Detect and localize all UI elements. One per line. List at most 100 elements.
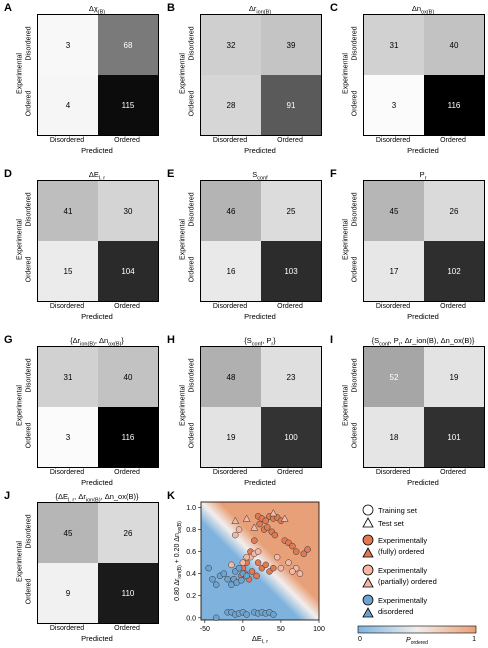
y-tick-label: Ordered	[351, 422, 359, 449]
data-point	[238, 577, 245, 584]
matrix-cell: 100	[261, 407, 321, 467]
matrix-cell: 25	[261, 181, 321, 241]
confusion-panel-a: A Δχ(B) 3 68 4 115 Disordered Ordered Experiment…	[0, 0, 162, 160]
panel-title: Pr	[363, 170, 483, 182]
matrix-cell: 19	[201, 407, 261, 467]
data-point	[232, 531, 239, 539]
title-part-title: ΔE	[88, 170, 99, 179]
x-axis-label: Predicted	[407, 312, 439, 321]
legend-circle-marker	[362, 564, 374, 576]
x-tick-label: Disordered	[49, 625, 85, 632]
panel-label: K	[167, 490, 175, 502]
confusion-matrix: 48 23 19 100	[200, 346, 322, 468]
title-part-title: {S	[371, 336, 380, 345]
data-point	[212, 581, 220, 588]
scatter-plot: -50 0 50 100 0.0 0.2 0.4 0.6 0.8 1.0 ΔEl, r 0.80 Δr…	[174, 501, 477, 645]
confusion-panel-b: B Δrion(B) 32 39 28 91 Disordered Ordered Experi…	[163, 0, 325, 160]
x-tick-label: -50	[200, 626, 210, 633]
y-axis-label: 0.80 Δrion(B) + 0.20 Δnox(B)	[174, 521, 183, 601]
title-part-title_sub: (B)	[97, 9, 106, 16]
title-part-title: {Δr	[70, 336, 81, 345]
y-tick-label: Ordered	[188, 256, 196, 283]
title-part-title: Δr	[248, 4, 257, 13]
data-point	[262, 561, 269, 569]
x-tick-label: 100	[313, 626, 325, 633]
y-tick-label: Ordered	[188, 90, 196, 117]
legend-label: disordered	[378, 607, 413, 616]
y-axis-label: Experimental	[179, 53, 187, 94]
x-axis-label: Predicted	[81, 146, 113, 155]
legend-circle-marker	[362, 534, 374, 546]
data-point	[300, 550, 308, 558]
matrix-cell: 28	[201, 75, 261, 135]
x-axis-label: Predicted	[407, 146, 439, 155]
data-point	[253, 572, 260, 580]
y-axis-label: Experimental	[342, 385, 350, 426]
y-tick-label: Ordered	[25, 90, 33, 117]
x-axis-label: Predicted	[81, 478, 113, 487]
y-axis-label: Experimental	[16, 541, 24, 582]
matrix-cell: 68	[98, 15, 158, 75]
panel-title: ΔEl, r	[37, 170, 157, 182]
x-tick-label: Ordered	[440, 469, 466, 476]
x-tick-label: Disordered	[212, 303, 248, 310]
y-axis-label: Experimental	[342, 53, 350, 94]
x-tick-label: Disordered	[375, 469, 411, 476]
title-part-title_sub: r	[424, 175, 427, 182]
panel-title: Δχ(B)	[37, 4, 157, 16]
y-tick-label: Disordered	[188, 26, 196, 61]
matrix-cell: 31	[364, 15, 424, 75]
confusion-panel-g: G {Δrion(B), Δnox(B)} 31 40 3 116 Disordered Or…	[0, 332, 162, 492]
title-part-title_sub2: ox(B)	[108, 341, 122, 348]
data-point	[248, 568, 256, 575]
x-tick-label: Ordered	[277, 137, 303, 144]
legend-circle-marker	[362, 504, 374, 516]
x-tick-label: 0	[241, 626, 245, 633]
x-tick-label: Disordered	[375, 303, 411, 310]
data-point	[270, 564, 277, 572]
panel-title: {Sconf, Pr, Δr_ion(B), Δn_ox(B)}	[363, 336, 483, 348]
matrix-cell: 45	[364, 181, 424, 241]
legend-label: Experimentally	[378, 536, 427, 545]
x-axis-label: Predicted	[407, 478, 439, 487]
title-part-title: Δn	[411, 4, 422, 13]
matrix-cell: 4	[38, 75, 98, 135]
test-point	[250, 523, 259, 531]
x-tick-label: Ordered	[114, 469, 140, 476]
colorbar	[357, 625, 477, 634]
x-axis-label: Predicted	[244, 312, 276, 321]
x-tick-label: Disordered	[212, 469, 248, 476]
data-point	[239, 559, 247, 566]
confusion-panel-i: I {Sconf, Pr, Δr_ion(B), Δn_ox(B)} 52 19 18 1…	[326, 332, 488, 492]
y-tick-label: Ordered	[25, 256, 33, 283]
legend-label: (partially) ordered	[378, 577, 437, 586]
panel-label: D	[4, 168, 12, 180]
matrix-cell: 16	[201, 241, 261, 301]
title-part-title_sub: ion(B)	[80, 341, 95, 348]
matrix-cell: 26	[98, 503, 158, 563]
title-part-title: {S	[244, 336, 252, 345]
panel-title: Sconf	[200, 170, 320, 182]
matrix-cell: 19	[424, 347, 484, 407]
confusion-matrix: 32 39 28 91	[200, 14, 322, 136]
y-tick-label: Ordered	[25, 578, 33, 605]
matrix-cell: 41	[38, 181, 98, 241]
confusion-matrix: 31 40 3 116	[363, 14, 485, 136]
confusion-matrix: 52 19 18 101	[363, 346, 485, 468]
title-part-title_sub2: r	[398, 341, 401, 348]
matrix-cell: 52	[364, 347, 424, 407]
matrix-cell: 102	[424, 241, 484, 301]
title-part-title_end: }	[273, 336, 276, 345]
panel-label: E	[167, 168, 175, 180]
confusion-panel-d: D ΔEl, r 41 30 15 104 Disordered Ordered Experim…	[0, 166, 162, 326]
y-tick-label: Disordered	[351, 192, 359, 227]
y-tick-label: Ordered	[351, 256, 359, 283]
confusion-matrix: 3 68 4 115	[37, 14, 159, 136]
matrix-cell: 40	[98, 347, 158, 407]
matrix-cell: 9	[38, 563, 98, 623]
y-tick-label: Ordered	[188, 422, 196, 449]
data-point	[243, 611, 250, 618]
title-part-title_sub2: r	[271, 341, 274, 348]
title-part-title_sub: ox(B)	[421, 9, 435, 16]
data-point	[292, 548, 300, 555]
